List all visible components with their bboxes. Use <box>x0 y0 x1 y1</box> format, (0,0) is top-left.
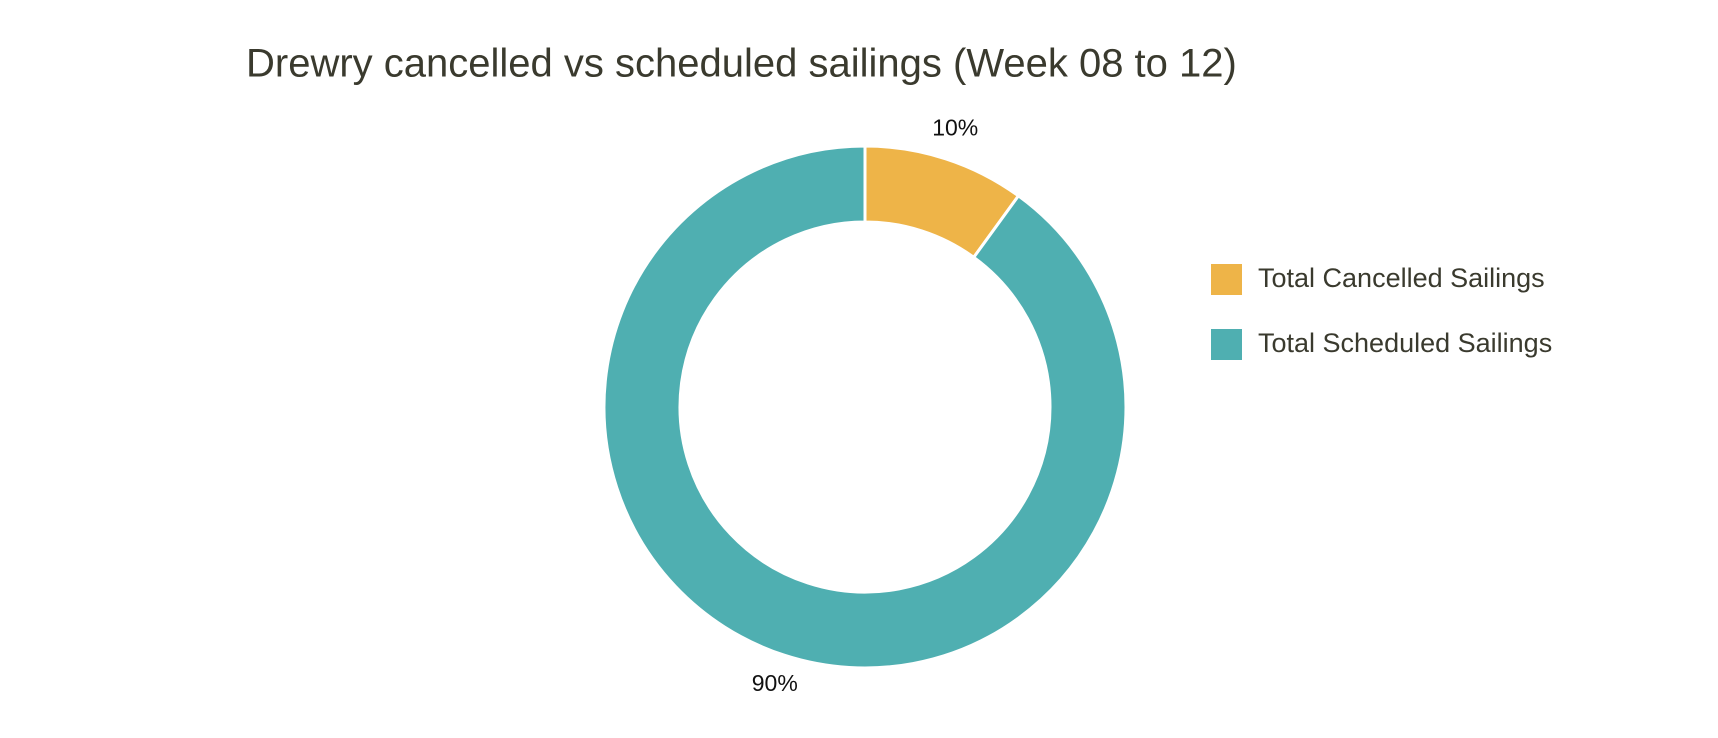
legend-swatch <box>1211 264 1242 295</box>
data-label: 90% <box>752 670 798 696</box>
legend-label: Total Cancelled Sailings <box>1258 263 1545 293</box>
legend-swatch <box>1211 329 1242 360</box>
slice <box>602 144 1128 670</box>
chart-title: Drewry cancelled vs scheduled sailings (… <box>246 42 1237 86</box>
legend-label: Total Scheduled Sailings <box>1258 328 1552 358</box>
data-label: 10% <box>932 114 978 140</box>
